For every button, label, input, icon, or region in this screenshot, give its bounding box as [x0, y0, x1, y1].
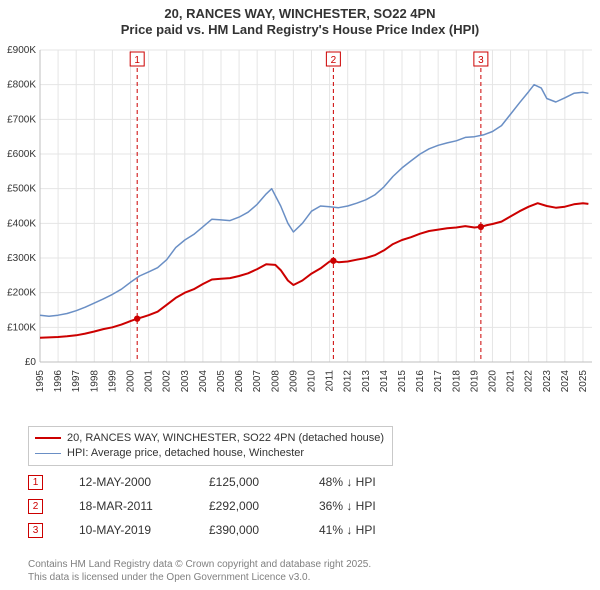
- svg-text:2009: 2009: [288, 370, 299, 393]
- sale-price-2: £292,000: [209, 499, 319, 513]
- svg-text:£100K: £100K: [7, 322, 36, 333]
- svg-text:2013: 2013: [361, 370, 372, 393]
- footer: Contains HM Land Registry data © Crown c…: [28, 559, 371, 584]
- title-line-2: Price paid vs. HM Land Registry's House …: [0, 22, 600, 38]
- svg-text:2008: 2008: [270, 370, 281, 393]
- svg-text:£800K: £800K: [7, 80, 36, 91]
- svg-text:2024: 2024: [560, 370, 571, 393]
- sale-delta-1: 48% ↓ HPI: [319, 475, 429, 489]
- svg-text:2016: 2016: [415, 370, 426, 393]
- svg-text:2010: 2010: [306, 370, 317, 393]
- sale-date-2: 18-MAR-2011: [79, 499, 209, 513]
- svg-text:2015: 2015: [397, 370, 408, 393]
- svg-text:£200K: £200K: [7, 288, 36, 299]
- svg-text:£900K: £900K: [7, 45, 36, 56]
- title-line-1: 20, RANCES WAY, WINCHESTER, SO22 4PN: [0, 6, 600, 22]
- chart-title-block: 20, RANCES WAY, WINCHESTER, SO22 4PN Pri…: [0, 0, 600, 39]
- svg-text:3: 3: [478, 55, 484, 66]
- sale-row-1: 1 12-MAY-2000 £125,000 48% ↓ HPI: [28, 470, 429, 494]
- sale-marker-2: 2: [28, 499, 43, 514]
- legend-swatch-hpi: [35, 453, 61, 454]
- footer-line-2: This data is licensed under the Open Gov…: [28, 572, 371, 585]
- svg-text:2019: 2019: [469, 370, 480, 393]
- svg-text:2023: 2023: [542, 370, 553, 393]
- footer-line-1: Contains HM Land Registry data © Crown c…: [28, 559, 371, 572]
- legend: 20, RANCES WAY, WINCHESTER, SO22 4PN (de…: [28, 426, 393, 466]
- legend-row-property: 20, RANCES WAY, WINCHESTER, SO22 4PN (de…: [35, 431, 384, 446]
- svg-text:£0: £0: [25, 357, 37, 368]
- svg-text:£400K: £400K: [7, 218, 36, 229]
- legend-swatch-property: [35, 437, 61, 439]
- svg-text:1995: 1995: [35, 370, 46, 393]
- sale-row-3: 3 10-MAY-2019 £390,000 41% ↓ HPI: [28, 518, 429, 542]
- svg-text:2022: 2022: [524, 370, 535, 393]
- svg-text:£300K: £300K: [7, 253, 36, 264]
- legend-row-hpi: HPI: Average price, detached house, Winc…: [35, 446, 384, 461]
- svg-text:2001: 2001: [144, 370, 155, 393]
- sale-date-3: 10-MAY-2019: [79, 523, 209, 537]
- svg-text:2018: 2018: [451, 370, 462, 393]
- svg-text:1: 1: [134, 55, 140, 66]
- legend-label-property: 20, RANCES WAY, WINCHESTER, SO22 4PN (de…: [67, 431, 384, 446]
- sale-row-2: 2 18-MAR-2011 £292,000 36% ↓ HPI: [28, 494, 429, 518]
- svg-text:2006: 2006: [234, 370, 245, 393]
- sale-date-1: 12-MAY-2000: [79, 475, 209, 489]
- svg-text:£500K: £500K: [7, 184, 36, 195]
- svg-text:2000: 2000: [125, 370, 136, 393]
- svg-text:2007: 2007: [252, 370, 263, 393]
- chart-svg: £0 £100K £200K £300K £400K £500K £600K £700K £80…: [0, 42, 600, 422]
- svg-text:1996: 1996: [53, 370, 64, 393]
- sale-marker-1: 1: [28, 475, 43, 490]
- chart: £0 £100K £200K £300K £400K £500K £600K £700K £80…: [0, 42, 600, 422]
- svg-text:2004: 2004: [198, 370, 209, 393]
- svg-text:£700K: £700K: [7, 114, 36, 125]
- sale-price-1: £125,000: [209, 475, 319, 489]
- svg-text:1999: 1999: [107, 370, 118, 393]
- svg-text:2002: 2002: [162, 370, 173, 393]
- svg-text:2003: 2003: [180, 370, 191, 393]
- svg-text:1998: 1998: [89, 370, 100, 393]
- svg-text:2012: 2012: [343, 370, 354, 393]
- sale-delta-2: 36% ↓ HPI: [319, 499, 429, 513]
- sale-marker-3: 3: [28, 523, 43, 538]
- svg-text:1997: 1997: [71, 370, 82, 393]
- svg-text:2005: 2005: [216, 370, 227, 393]
- svg-text:£600K: £600K: [7, 149, 36, 160]
- svg-text:2: 2: [331, 55, 337, 66]
- sale-table: 1 12-MAY-2000 £125,000 48% ↓ HPI 2 18-MA…: [28, 470, 429, 542]
- legend-label-hpi: HPI: Average price, detached house, Winc…: [67, 446, 304, 461]
- svg-text:2011: 2011: [325, 370, 336, 392]
- svg-text:2017: 2017: [433, 370, 444, 393]
- svg-text:2025: 2025: [578, 370, 589, 393]
- sale-price-3: £390,000: [209, 523, 319, 537]
- svg-text:2014: 2014: [379, 370, 390, 393]
- svg-text:2021: 2021: [506, 370, 517, 393]
- sale-delta-3: 41% ↓ HPI: [319, 523, 429, 537]
- svg-text:2020: 2020: [487, 370, 498, 393]
